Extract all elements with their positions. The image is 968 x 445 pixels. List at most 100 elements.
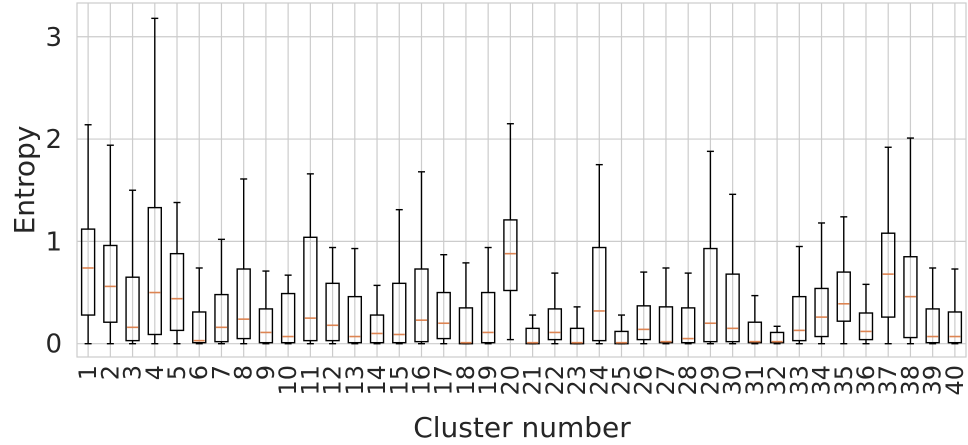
- plot-frame: [76, 2, 967, 358]
- x-tick-label: 7: [207, 365, 235, 380]
- box-cluster-12: [325, 246, 340, 345]
- box-cluster-6: [192, 267, 207, 345]
- x-tick-label: 23: [563, 365, 591, 396]
- x-tick-label: 30: [719, 365, 747, 396]
- iqr-box: [703, 247, 718, 343]
- x-tick-label: 25: [608, 365, 636, 396]
- grid-lines: [77, 3, 966, 357]
- box-cluster-1: [80, 124, 96, 345]
- iqr-box: [769, 331, 785, 344]
- x-tick-label: 26: [630, 365, 658, 396]
- iqr-box: [192, 311, 207, 344]
- box-cluster-31: [747, 294, 763, 345]
- box-cluster-11: [303, 173, 318, 345]
- x-tick-label: 18: [452, 365, 480, 396]
- x-tick-label: 22: [541, 365, 569, 396]
- box-cluster-29: [703, 150, 718, 345]
- iqr-box: [414, 268, 429, 343]
- x-tick-label: 21: [519, 365, 547, 396]
- box-cluster-3: [125, 189, 140, 345]
- y-axis-label: Entropy: [8, 126, 41, 235]
- y-tick-label: 0: [45, 330, 62, 360]
- box-cluster-24: [592, 163, 607, 345]
- box-cluster-25: [614, 314, 629, 345]
- x-tick-label: 16: [407, 365, 435, 396]
- iqr-box: [436, 291, 451, 340]
- iqr-box: [325, 282, 340, 342]
- boxes: [80, 17, 963, 345]
- iqr-box: [147, 206, 162, 336]
- x-tick-label: 11: [296, 365, 324, 396]
- box-cluster-14: [369, 284, 385, 345]
- x-tick-label: 13: [341, 365, 369, 396]
- iqr-box: [480, 291, 496, 344]
- x-tick-label: 15: [385, 365, 413, 396]
- box-cluster-34: [814, 222, 829, 345]
- iqr-box: [236, 268, 251, 340]
- x-tick-label: 14: [363, 365, 391, 396]
- iqr-box: [792, 295, 807, 342]
- x-tick-label: 40: [941, 365, 968, 396]
- y-tick-label: 1: [45, 227, 62, 257]
- x-tick-label: 10: [274, 365, 302, 396]
- box-cluster-5: [169, 201, 185, 345]
- box-cluster-39: [925, 267, 940, 345]
- box-cluster-20: [503, 123, 518, 341]
- box-cluster-8: [236, 178, 251, 345]
- box-cluster-28: [680, 272, 696, 345]
- x-tick-label: 19: [474, 365, 502, 396]
- iqr-box: [280, 292, 296, 344]
- iqr-box: [858, 312, 874, 341]
- iqr-box: [680, 307, 696, 344]
- box-cluster-33: [792, 245, 807, 345]
- iqr-box: [903, 256, 918, 339]
- iqr-box: [881, 232, 896, 318]
- box-cluster-16: [414, 171, 429, 345]
- iqr-box: [569, 327, 585, 345]
- box-cluster-9: [258, 270, 274, 345]
- x-tick-label: 4: [141, 365, 169, 380]
- iqr-box: [303, 236, 318, 342]
- y-tick-label: 2: [45, 125, 62, 155]
- x-tick-label: 37: [874, 365, 902, 396]
- box-cluster-10: [280, 274, 296, 345]
- x-axis-label: Cluster number: [413, 411, 631, 444]
- x-tick-label: 27: [652, 365, 680, 396]
- x-tick-label: 9: [252, 365, 280, 380]
- x-tick-label: 1: [74, 365, 102, 380]
- box-cluster-13: [347, 247, 363, 345]
- box-cluster-2: [103, 144, 118, 345]
- y-tick-labels: 0 1 2 3: [45, 23, 62, 360]
- iqr-box: [103, 244, 118, 323]
- box-cluster-35: [836, 216, 851, 345]
- iqr-box: [347, 295, 363, 344]
- x-tick-label: 12: [319, 365, 347, 396]
- x-tick-label: 24: [585, 365, 613, 396]
- iqr-box: [525, 327, 540, 345]
- iqr-box: [814, 287, 829, 338]
- iqr-box: [369, 314, 385, 344]
- box-cluster-26: [636, 271, 651, 345]
- box-cluster-19: [480, 246, 496, 345]
- x-tick-label: 6: [185, 365, 213, 380]
- iqr-box: [392, 282, 407, 344]
- x-tick-label: 20: [496, 365, 524, 396]
- x-tick-labels: 1234567891011121314151617181920212223242…: [74, 365, 968, 396]
- iqr-box: [658, 306, 674, 344]
- x-tick-label: 33: [785, 365, 813, 396]
- x-tick-label: 17: [430, 365, 458, 396]
- iqr-box: [947, 311, 963, 344]
- iqr-box: [547, 308, 563, 341]
- box-cluster-36: [858, 283, 874, 345]
- x-tick-label: 34: [808, 365, 836, 396]
- box-cluster-4: [147, 17, 162, 345]
- box-cluster-21: [525, 314, 540, 345]
- x-tick-label: 2: [96, 365, 124, 380]
- iqr-box: [747, 321, 763, 344]
- iqr-box: [592, 246, 607, 342]
- iqr-box: [80, 228, 96, 316]
- iqr-box: [258, 308, 274, 344]
- x-tick-label: 39: [919, 365, 947, 396]
- iqr-box: [725, 273, 740, 343]
